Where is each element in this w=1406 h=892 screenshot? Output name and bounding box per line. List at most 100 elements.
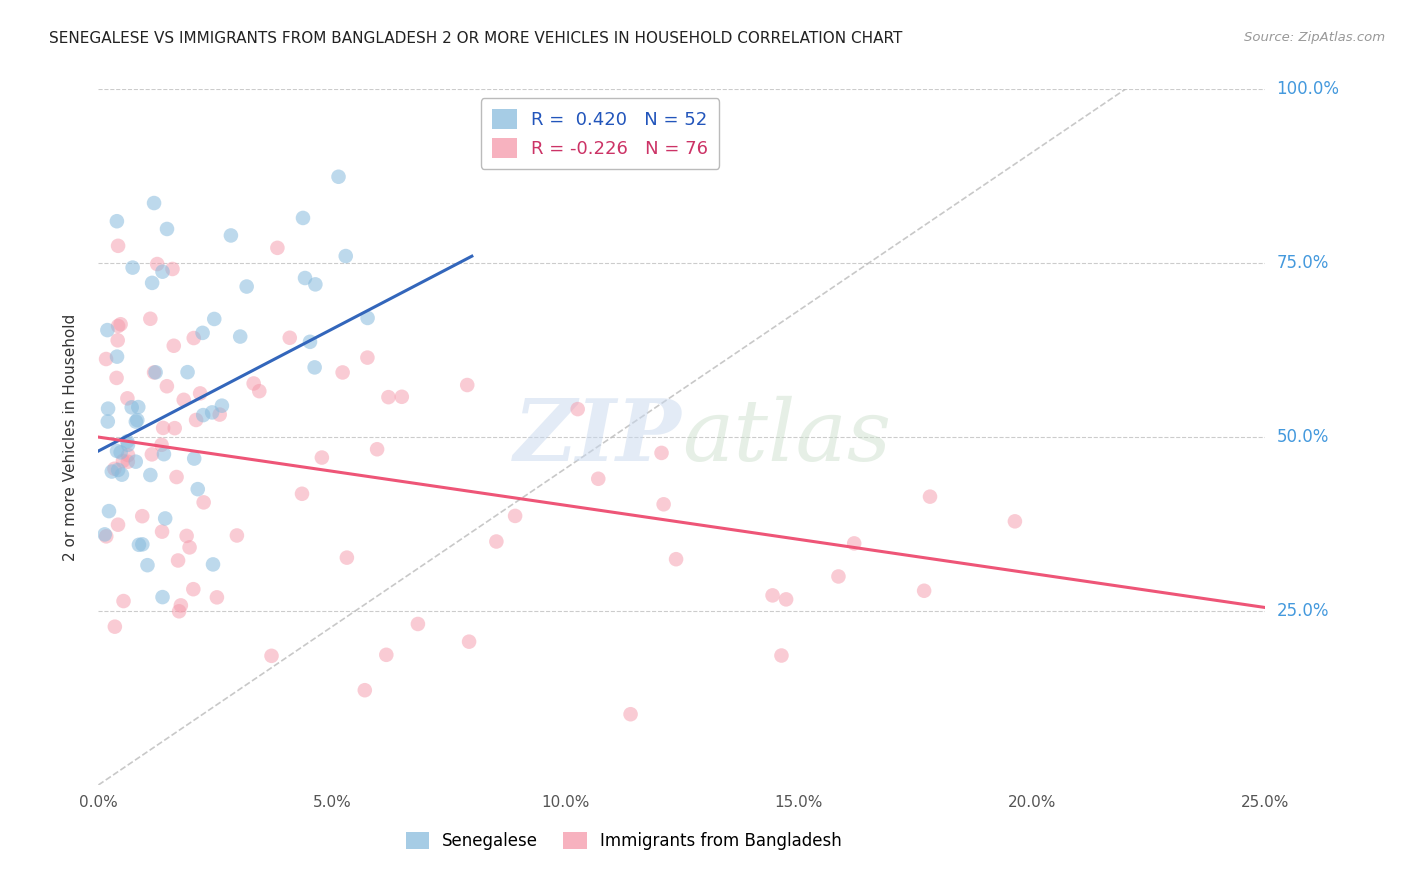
- Point: [121, 401, 143, 415]
- Point: [298, 334, 321, 349]
- Point: [117, 392, 139, 406]
- Text: 75.0%: 75.0%: [1277, 254, 1329, 272]
- Point: [377, 390, 399, 404]
- Point: [844, 536, 866, 550]
- Point: [131, 537, 153, 551]
- Point: [761, 588, 783, 602]
- Point: [456, 378, 478, 392]
- Point: [110, 445, 132, 459]
- Point: [112, 594, 135, 608]
- Point: [145, 365, 167, 379]
- Text: 50.0%: 50.0%: [1277, 428, 1329, 446]
- Point: [105, 214, 128, 228]
- Point: [201, 558, 224, 572]
- Point: [128, 538, 150, 552]
- Point: [153, 447, 176, 461]
- Point: [201, 405, 224, 419]
- Text: SENEGALESE VS IMMIGRANTS FROM BANGLADESH 2 OR MORE VEHICLES IN HOUSEHOLD CORRELA: SENEGALESE VS IMMIGRANTS FROM BANGLADESH…: [49, 31, 903, 46]
- Point: [179, 541, 201, 555]
- Point: [152, 265, 174, 279]
- Point: [183, 451, 205, 466]
- Point: [96, 323, 118, 337]
- Point: [219, 228, 242, 243]
- Point: [152, 421, 174, 435]
- Point: [485, 534, 508, 549]
- Point: [391, 390, 413, 404]
- Point: [143, 196, 166, 211]
- Point: [193, 408, 215, 422]
- Point: [97, 415, 120, 429]
- Point: [588, 472, 610, 486]
- Point: [107, 463, 129, 477]
- Point: [651, 446, 673, 460]
- Point: [167, 553, 190, 567]
- Point: [111, 467, 134, 482]
- Point: [188, 386, 211, 401]
- Text: 25.0%: 25.0%: [1277, 602, 1329, 620]
- Point: [105, 444, 128, 458]
- Point: [163, 421, 186, 435]
- Point: [111, 454, 134, 468]
- Point: [311, 450, 333, 465]
- Point: [167, 604, 190, 618]
- Point: [121, 260, 143, 275]
- Point: [166, 470, 188, 484]
- Point: [103, 462, 125, 476]
- Point: [353, 683, 375, 698]
- Point: [107, 517, 129, 532]
- Point: [356, 351, 378, 365]
- Point: [291, 211, 314, 225]
- Point: [208, 408, 231, 422]
- Point: [191, 326, 214, 340]
- Point: [205, 591, 228, 605]
- Point: [912, 583, 935, 598]
- Point: [328, 169, 350, 184]
- Point: [304, 360, 326, 375]
- Point: [110, 317, 132, 331]
- Point: [163, 339, 186, 353]
- Point: [181, 582, 204, 597]
- Point: [125, 415, 148, 429]
- Text: ZIP: ZIP: [515, 395, 682, 479]
- Point: [107, 239, 129, 253]
- Point: [229, 329, 252, 343]
- Point: [619, 707, 641, 722]
- Point: [93, 527, 115, 541]
- Point: [153, 511, 176, 525]
- Text: atlas: atlas: [682, 396, 891, 478]
- Point: [366, 442, 388, 457]
- Point: [136, 558, 159, 573]
- Point: [336, 550, 359, 565]
- Point: [291, 487, 314, 501]
- Point: [918, 490, 941, 504]
- Point: [117, 448, 139, 462]
- Point: [356, 310, 378, 325]
- Point: [503, 508, 526, 523]
- Point: [173, 392, 195, 407]
- Point: [247, 384, 270, 399]
- Point: [235, 279, 257, 293]
- Point: [567, 402, 589, 417]
- Point: [150, 438, 173, 452]
- Point: [98, 504, 121, 518]
- Point: [406, 617, 429, 632]
- Point: [101, 465, 124, 479]
- Point: [117, 438, 139, 452]
- Text: 100.0%: 100.0%: [1277, 80, 1340, 98]
- Text: Source: ZipAtlas.com: Source: ZipAtlas.com: [1244, 31, 1385, 45]
- Point: [375, 648, 398, 662]
- Point: [105, 371, 128, 385]
- Point: [187, 482, 209, 496]
- Point: [294, 271, 316, 285]
- Point: [131, 509, 153, 524]
- Point: [770, 648, 793, 663]
- Point: [827, 569, 849, 583]
- Point: [162, 262, 184, 277]
- Point: [176, 529, 198, 543]
- Point: [202, 312, 225, 326]
- Point: [183, 331, 205, 345]
- Point: [104, 620, 127, 634]
- Point: [127, 413, 149, 427]
- Point: [458, 634, 481, 648]
- Point: [193, 495, 215, 509]
